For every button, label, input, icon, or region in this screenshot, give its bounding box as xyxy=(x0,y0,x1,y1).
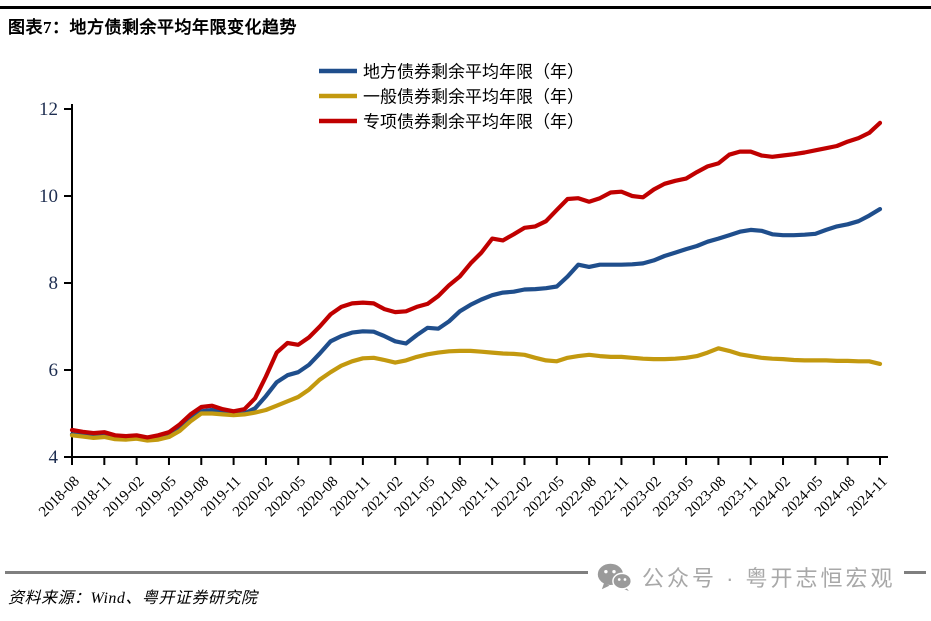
series-line-0 xyxy=(69,207,883,441)
legend-label: 一般债券剩余平均年限（年） xyxy=(363,88,584,107)
title-top-rule xyxy=(0,6,931,9)
source-note: 资料来源：Wind、粤开证券研究院 xyxy=(8,590,258,607)
line-chart: 46810122018-082018-112019-022019-052019-… xyxy=(36,63,891,521)
y-axis-label: 10 xyxy=(39,186,58,207)
series-line-1 xyxy=(69,346,883,443)
watermark: 公众号 · 粤开志恒宏观 xyxy=(588,560,904,594)
footer-divider xyxy=(5,571,926,574)
legend-label: 专项债券剩余平均年限（年） xyxy=(363,113,584,132)
y-axis-label: 6 xyxy=(49,360,59,381)
y-axis-label: 8 xyxy=(49,273,59,294)
figure-title: 图表7：地方债剩余平均年限变化趋势 xyxy=(8,18,297,37)
wechat-icon xyxy=(597,563,632,591)
y-axis-label: 4 xyxy=(49,447,59,468)
y-axis-label: 12 xyxy=(39,99,58,120)
series-line-2 xyxy=(69,120,883,440)
legend-label: 地方债券剩余平均年限（年） xyxy=(363,63,584,82)
watermark-text: 公众号 · 粤开志恒宏观 xyxy=(642,566,896,591)
